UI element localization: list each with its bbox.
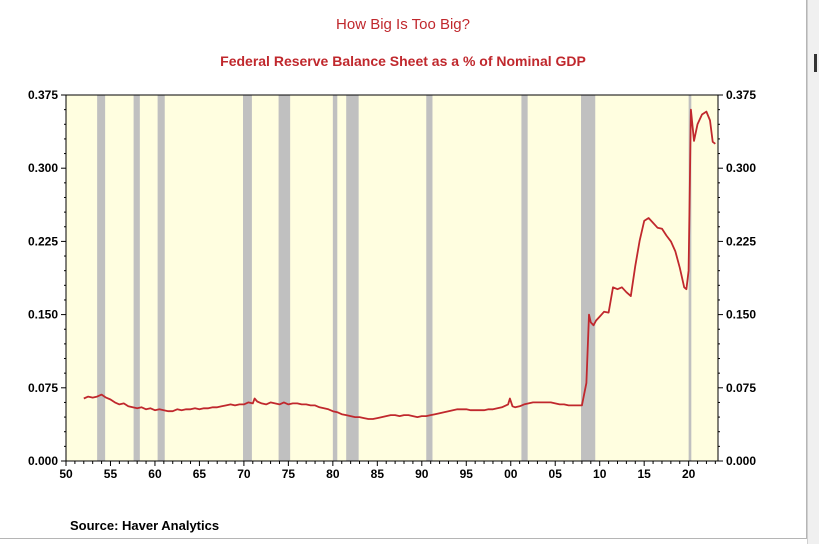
y-tick-label-right: 0.000 (726, 454, 756, 468)
x-tick-label: 20 (682, 467, 696, 481)
x-tick-label: 85 (371, 467, 385, 481)
recession-band-7 (426, 95, 433, 461)
chart-svg: 0.000 0.000 0.075 0.075 0.150 0.150 0.225 0.225… (28, 88, 756, 481)
y-tick-label-right: 0.150 (726, 308, 756, 322)
y-tick-label-left: 0.225 (28, 234, 58, 248)
y-tick-label-left: 0.150 (28, 308, 58, 322)
y-tick-label-right: 0.375 (726, 88, 756, 102)
y-tick-label-left: 0.000 (28, 454, 58, 468)
recession-band-6 (346, 95, 359, 461)
x-tick-label: 80 (326, 467, 340, 481)
x-tick-label: 75 (282, 467, 296, 481)
x-tick-label: 95 (460, 467, 474, 481)
recession-band-9 (581, 95, 596, 461)
series-line-0 (83, 108, 716, 420)
x-tick-label: 10 (593, 467, 607, 481)
recession-band-8 (521, 95, 528, 461)
window-edge-scrollbar[interactable] (807, 0, 819, 544)
scrollbar-thumb[interactable] (814, 54, 817, 72)
chart-frame (0, 0, 807, 539)
y-tick-label-right: 0.075 (726, 381, 756, 395)
y-tick-label-right: 0.300 (726, 161, 756, 175)
x-tick-label: 05 (549, 467, 563, 481)
x-tick-label: 50 (59, 467, 73, 481)
recession-band-4 (278, 95, 291, 461)
plot-area (66, 95, 718, 461)
y-tick-label-left: 0.300 (28, 161, 58, 175)
recession-band-5 (332, 95, 338, 461)
y-tick-label-left: 0.075 (28, 381, 58, 395)
x-tick-label: 65 (193, 467, 207, 481)
x-tick-label: 00 (504, 467, 518, 481)
x-tick-label: 15 (637, 467, 651, 481)
plot-border (65, 94, 719, 462)
recession-band-0 (97, 95, 106, 461)
recession-band-2 (157, 95, 165, 461)
x-tick-label: 70 (237, 467, 251, 481)
y-tick-label-right: 0.225 (726, 234, 756, 248)
x-tick-label: 90 (415, 467, 429, 481)
x-tick-label: 60 (148, 467, 162, 481)
y-tick-label-left: 0.375 (28, 88, 58, 102)
recession-band-1 (133, 95, 140, 461)
x-tick-label: 55 (104, 467, 118, 481)
source-note: Source: Haver Analytics (70, 518, 220, 533)
recession-band-10 (688, 95, 692, 461)
chart-subtitle: Federal Reserve Balance Sheet as a % of … (220, 53, 586, 69)
chart-title: How Big Is Too Big? (336, 16, 470, 33)
recession-band-3 (243, 95, 252, 461)
